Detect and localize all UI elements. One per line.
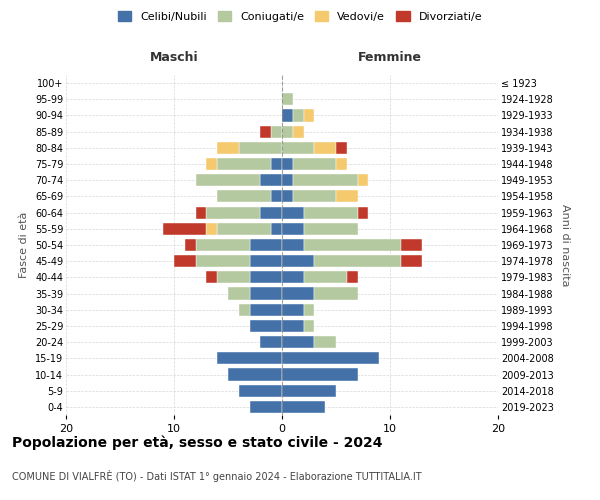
Bar [271,126,282,138]
Bar [239,142,282,154]
Bar [304,110,314,122]
Bar [271,190,282,202]
Bar [293,126,304,138]
Bar [282,239,304,251]
Bar [282,255,314,268]
Text: Maschi: Maschi [149,50,199,64]
Bar [282,158,293,170]
Bar [336,190,358,202]
Bar [228,288,250,300]
Bar [217,272,250,283]
Bar [304,222,358,235]
Bar [239,304,250,316]
Bar [196,239,250,251]
Bar [336,142,347,154]
Bar [347,272,358,283]
Bar [271,222,282,235]
Bar [282,288,314,300]
Bar [196,206,206,218]
Bar [304,206,358,218]
Bar [401,255,422,268]
Bar [250,255,282,268]
Bar [250,288,282,300]
Bar [304,272,347,283]
Y-axis label: Anni di nascita: Anni di nascita [560,204,571,286]
Bar [206,206,260,218]
Bar [358,206,368,218]
Bar [293,110,304,122]
Bar [250,401,282,413]
Bar [217,190,271,202]
Bar [174,255,196,268]
Bar [304,304,314,316]
Bar [293,190,336,202]
Bar [282,222,304,235]
Bar [282,352,379,364]
Bar [260,336,282,348]
Bar [314,255,401,268]
Bar [282,304,304,316]
Bar [282,126,293,138]
Bar [282,206,304,218]
Bar [293,174,358,186]
Bar [293,158,336,170]
Bar [250,304,282,316]
Bar [260,126,271,138]
Bar [206,272,217,283]
Text: COMUNE DI VIALFRÈ (TO) - Dati ISTAT 1° gennaio 2024 - Elaborazione TUTTITALIA.IT: COMUNE DI VIALFRÈ (TO) - Dati ISTAT 1° g… [12,470,422,482]
Bar [282,368,358,380]
Bar [282,320,304,332]
Bar [228,368,282,380]
Bar [314,288,358,300]
Bar [217,352,282,364]
Bar [206,222,217,235]
Bar [401,239,422,251]
Bar [304,239,401,251]
Bar [250,272,282,283]
Bar [260,174,282,186]
Bar [282,93,293,106]
Bar [304,320,314,332]
Bar [250,320,282,332]
Bar [196,174,260,186]
Bar [196,255,250,268]
Bar [282,272,304,283]
Bar [239,384,282,397]
Bar [250,239,282,251]
Bar [206,158,217,170]
Legend: Celibi/Nubili, Coniugati/e, Vedovi/e, Divorziati/e: Celibi/Nubili, Coniugati/e, Vedovi/e, Di… [115,8,485,25]
Bar [163,222,206,235]
Bar [217,142,239,154]
Text: Popolazione per età, sesso e stato civile - 2024: Popolazione per età, sesso e stato civil… [12,435,383,450]
Bar [282,174,293,186]
Bar [282,384,336,397]
Bar [282,190,293,202]
Text: Femmine: Femmine [358,50,422,64]
Bar [282,142,314,154]
Bar [282,110,293,122]
Y-axis label: Fasce di età: Fasce di età [19,212,29,278]
Bar [271,158,282,170]
Bar [217,158,271,170]
Bar [260,206,282,218]
Bar [314,142,336,154]
Bar [217,222,271,235]
Bar [282,401,325,413]
Bar [185,239,196,251]
Bar [282,336,314,348]
Bar [314,336,336,348]
Bar [358,174,368,186]
Bar [336,158,347,170]
